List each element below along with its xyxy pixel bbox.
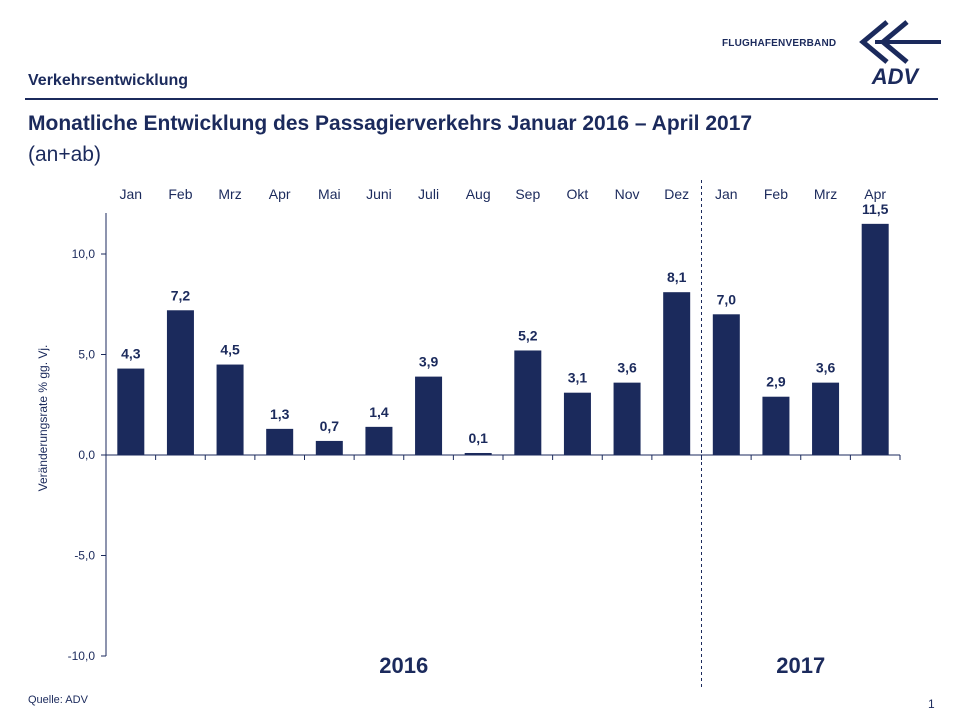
x-tick-label: Okt xyxy=(567,186,589,202)
bar xyxy=(812,382,840,455)
data-label: 4,5 xyxy=(220,342,240,358)
brand-name: FLUGHAFENVERBAND xyxy=(722,38,837,49)
bar xyxy=(861,223,889,455)
page-number: 1 xyxy=(928,697,935,711)
data-label: 7,0 xyxy=(717,291,737,307)
data-label: 7,2 xyxy=(171,287,191,303)
data-label: 11,5 xyxy=(862,201,889,217)
bar xyxy=(762,396,790,455)
header-rule xyxy=(25,98,938,100)
bar xyxy=(166,310,194,455)
y-tick-label: -5,0 xyxy=(74,549,95,563)
x-tick-label: Apr xyxy=(864,186,886,202)
y-tick-label: 10,0 xyxy=(72,247,96,261)
page-title: Monatliche Entwicklung des Passagierverk… xyxy=(28,112,753,135)
adv-logo: ADV xyxy=(859,20,941,88)
bar xyxy=(365,426,393,455)
bar xyxy=(712,314,740,455)
bar xyxy=(563,392,591,455)
data-label: 0,7 xyxy=(320,418,340,434)
y-tick-label: 5,0 xyxy=(78,348,95,362)
section-title: Verkehrsentwicklung xyxy=(28,72,189,89)
bar xyxy=(216,364,244,455)
x-tick-label: Apr xyxy=(269,186,291,202)
source-note: Quelle: ADV xyxy=(28,694,88,706)
x-tick-label: Sep xyxy=(515,186,540,202)
y-axis-title: Veränderungsrate % gg. Vj. xyxy=(36,345,50,492)
x-tick-label: Jan xyxy=(120,186,143,202)
bar xyxy=(415,376,443,455)
x-tick-label: Dez xyxy=(664,186,689,202)
year-label: 2016 xyxy=(379,653,428,678)
data-label: 4,3 xyxy=(121,346,141,362)
bar xyxy=(663,292,691,455)
x-tick-label: Nov xyxy=(615,186,640,202)
bar xyxy=(266,428,294,455)
data-label: 1,3 xyxy=(270,406,290,422)
x-tick-label: Juli xyxy=(418,186,439,202)
data-label: 3,1 xyxy=(568,370,588,386)
bar xyxy=(117,368,145,455)
bar xyxy=(464,452,492,455)
data-label: 0,1 xyxy=(468,430,488,446)
year-label: 2017 xyxy=(776,653,825,678)
data-label: 3,6 xyxy=(617,360,637,376)
y-tick-label: 0,0 xyxy=(78,448,95,462)
bar xyxy=(514,350,542,455)
bar xyxy=(613,382,641,455)
data-label: 2,9 xyxy=(766,374,786,390)
bar xyxy=(315,440,343,455)
x-tick-label: Feb xyxy=(168,186,192,202)
y-tick-label: -10,0 xyxy=(68,649,96,663)
data-label: 1,4 xyxy=(369,404,389,420)
data-label: 8,1 xyxy=(667,269,687,285)
x-tick-label: Juni xyxy=(366,186,392,202)
x-tick-label: Feb xyxy=(764,186,788,202)
x-tick-label: Mrz xyxy=(218,186,241,202)
data-label: 3,9 xyxy=(419,354,439,370)
logo-text: ADV xyxy=(871,64,921,88)
data-label: 5,2 xyxy=(518,327,538,343)
x-tick-label: Aug xyxy=(466,186,491,202)
data-label: 3,6 xyxy=(816,360,836,376)
x-tick-label: Mai xyxy=(318,186,341,202)
page-subtitle: (an+ab) xyxy=(28,143,101,166)
x-tick-label: Mrz xyxy=(814,186,837,202)
x-tick-label: Jan xyxy=(715,186,738,202)
